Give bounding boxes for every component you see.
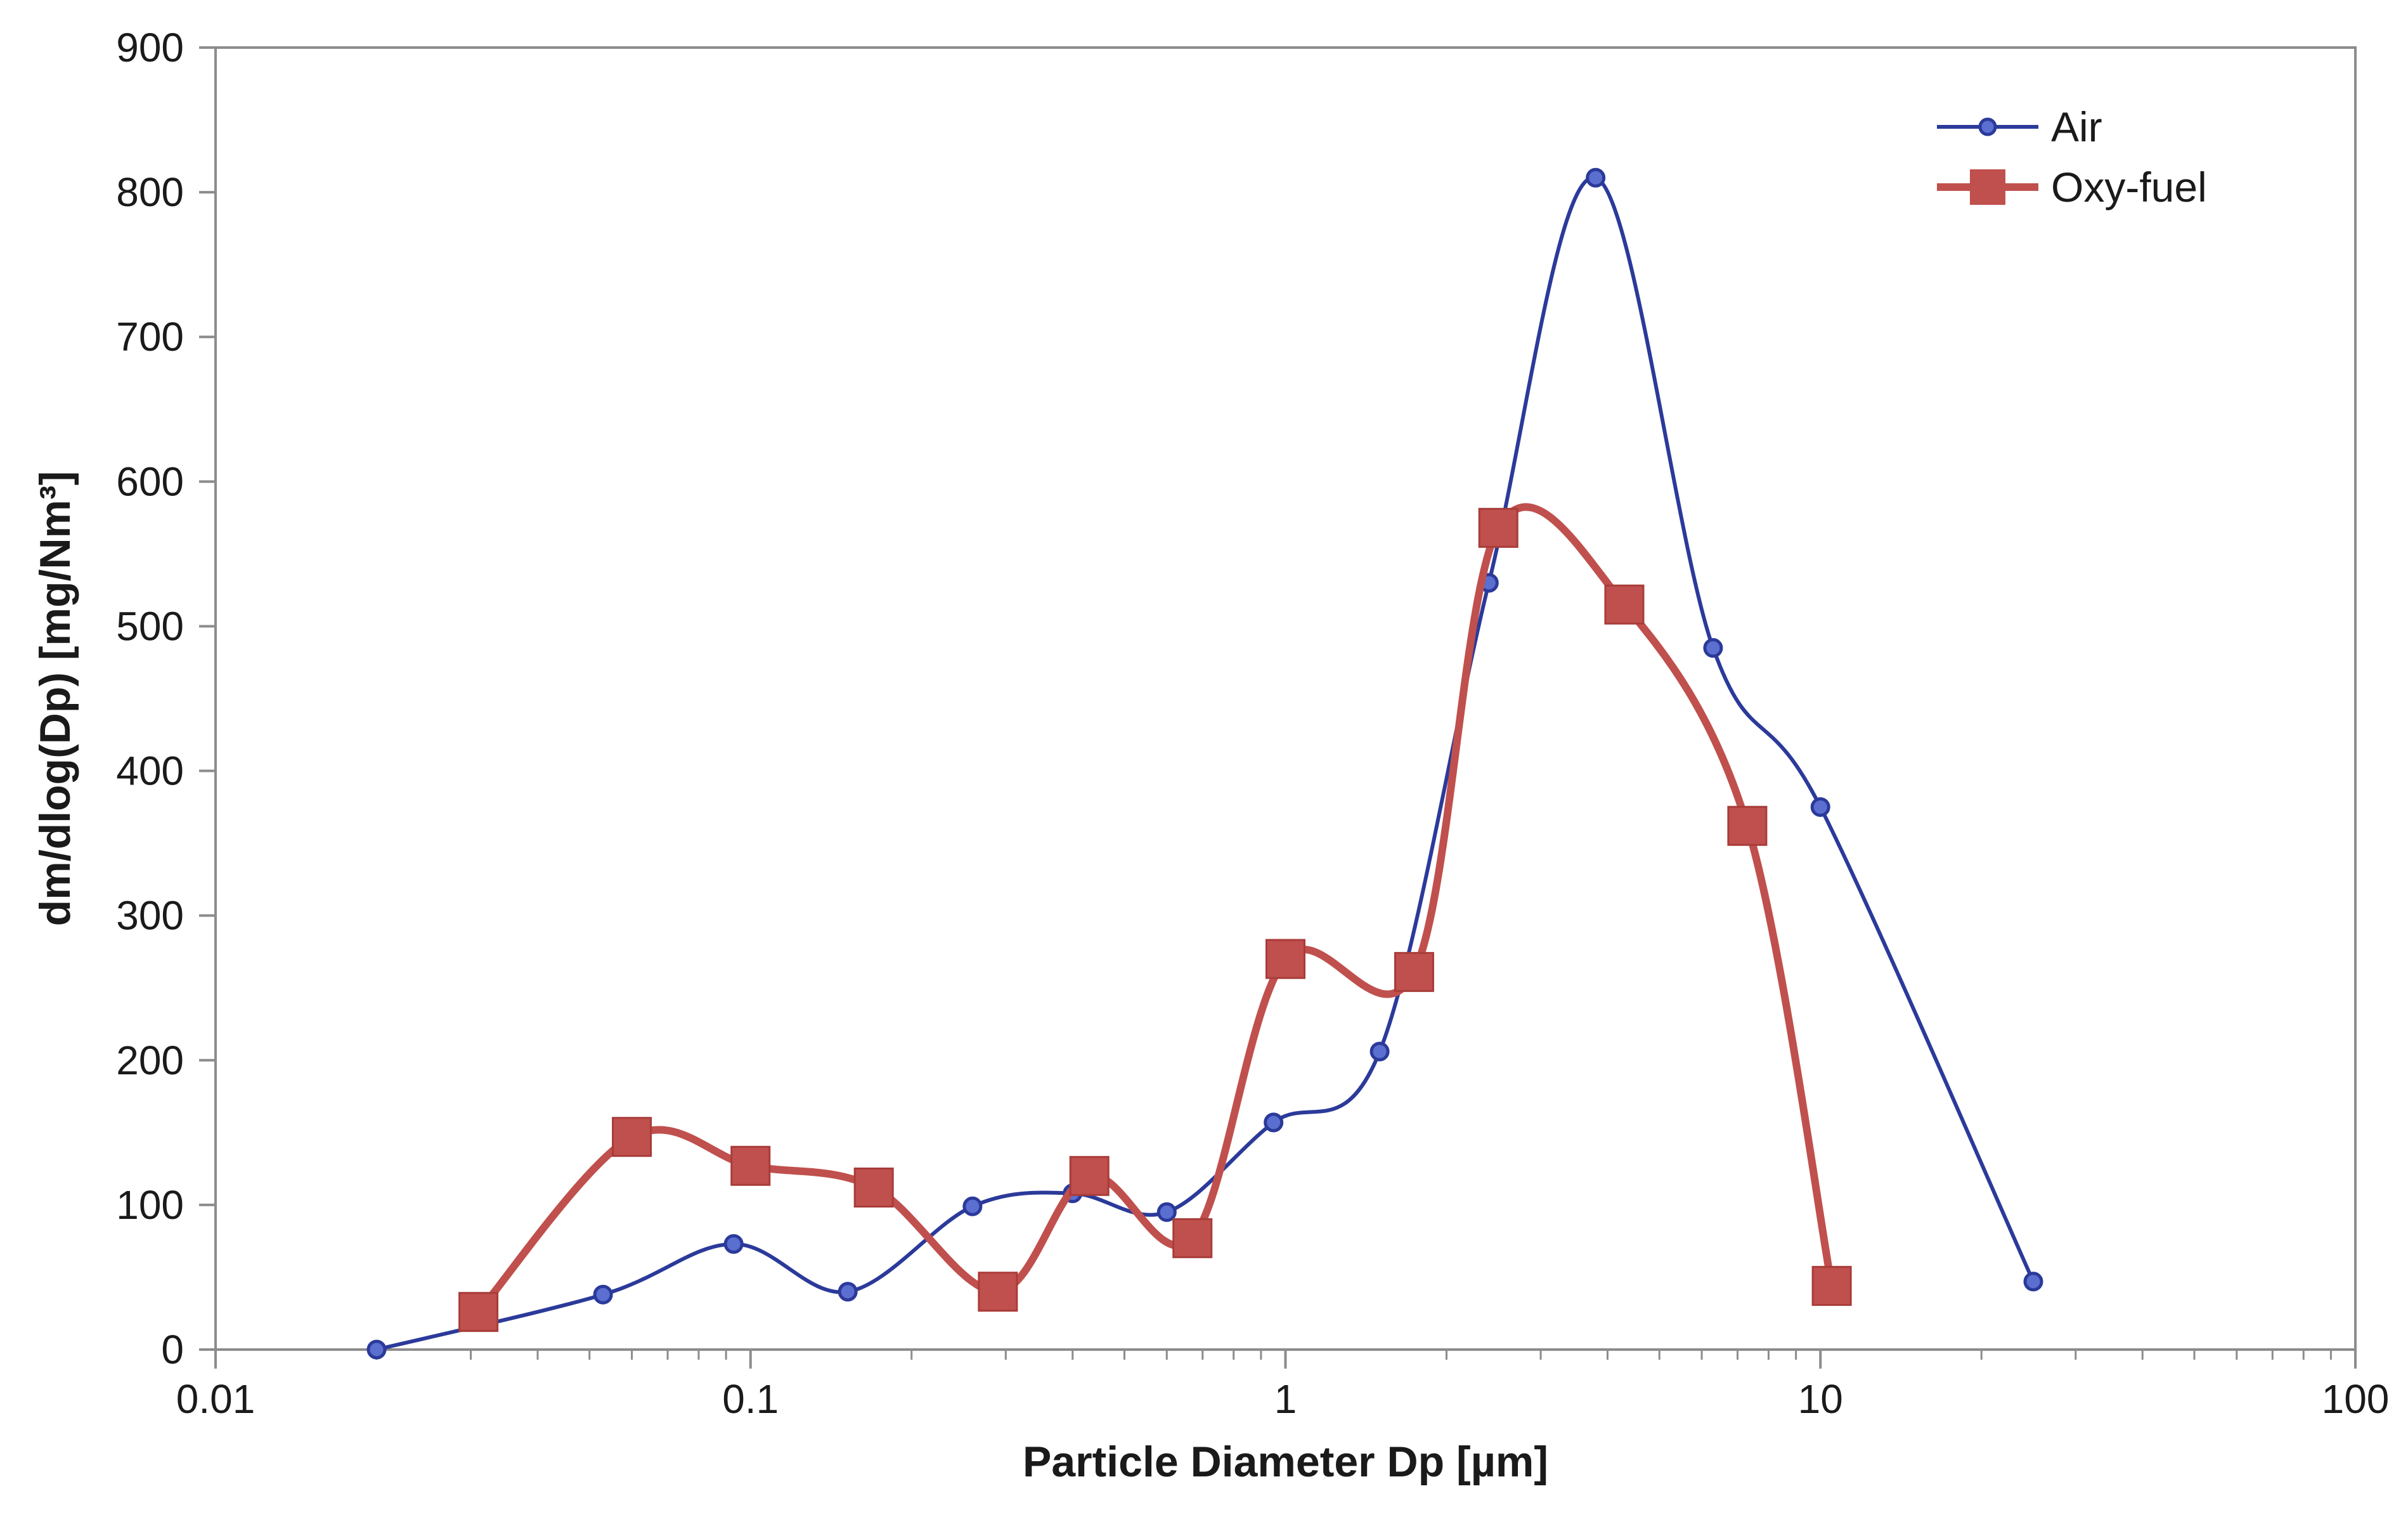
data-point-air [1264, 1112, 1284, 1133]
data-point-oxy-fuel [853, 1168, 894, 1208]
x-tick-label: 0.1 [722, 1376, 779, 1422]
data-point-oxy-fuel [1172, 1218, 1213, 1258]
data-point-air [593, 1284, 613, 1305]
data-point-air [1586, 167, 1606, 188]
data-point-oxy-fuel [730, 1145, 771, 1186]
data-point-air [1156, 1202, 1177, 1222]
data-point-air [723, 1234, 744, 1254]
data-point-oxy-fuel [458, 1292, 499, 1332]
y-axis-title: dm/dlog(Dp) [mg/Nm³] [31, 471, 79, 927]
y-tick-label: 800 [116, 169, 184, 215]
data-point-oxy-fuel [1604, 584, 1645, 625]
legend-marker-air [1978, 117, 1997, 136]
data-point-oxy-fuel [1394, 952, 1434, 993]
tick-labels: 0 100 200 300 400 500 600 700 800 900 0.01 0.1 1 10 10… [116, 25, 2389, 1422]
data-point-oxy-fuel [1069, 1156, 1110, 1196]
y-tick-label: 400 [116, 748, 184, 794]
y-tick-label: 300 [116, 893, 184, 939]
x-tick-label: 1 [1274, 1376, 1297, 1422]
x-tick-label: 0.01 [176, 1376, 256, 1422]
y-tick-label: 500 [116, 603, 184, 649]
data-point-oxy-fuel [612, 1117, 652, 1157]
y-tick-label: 900 [116, 25, 184, 70]
y-tick-label: 600 [116, 459, 184, 504]
x-axis-title: Particle Diameter Dp [µm] [1023, 1438, 1548, 1486]
data-point-air [1810, 797, 1830, 817]
data-point-oxy-fuel [978, 1272, 1018, 1312]
legend-label-oxy-fuel: Oxy-fuel [2051, 164, 2207, 211]
data-point-air [1703, 638, 1723, 658]
x-tick-label: 10 [1798, 1376, 1843, 1422]
data-point-oxy-fuel [1478, 507, 1518, 548]
y-tick-label: 100 [116, 1182, 184, 1228]
data-point-air [838, 1282, 858, 1302]
series-layer [366, 167, 2043, 1360]
data-point-oxy-fuel [1265, 939, 1305, 979]
y-tick-label: 0 [161, 1327, 184, 1372]
axis-ticks [199, 46, 2357, 1369]
data-point-air [366, 1339, 387, 1360]
legend: Air Oxy-fuel [1937, 103, 2207, 211]
data-point-air [962, 1196, 983, 1216]
legend-label-air: Air [2051, 103, 2102, 150]
data-point-oxy-fuel [1811, 1266, 1852, 1306]
y-tick-label: 200 [116, 1038, 184, 1083]
y-tick-label: 700 [116, 314, 184, 360]
series-oxy-fuel [458, 503, 1852, 1332]
data-point-air [1369, 1041, 1390, 1062]
data-point-air [2023, 1272, 2043, 1292]
series-line-oxy-fuel [476, 503, 1836, 1315]
legend-marker-oxy-fuel [1970, 169, 2005, 205]
x-tick-label: 100 [2322, 1376, 2390, 1422]
data-point-oxy-fuel [1727, 805, 1768, 846]
